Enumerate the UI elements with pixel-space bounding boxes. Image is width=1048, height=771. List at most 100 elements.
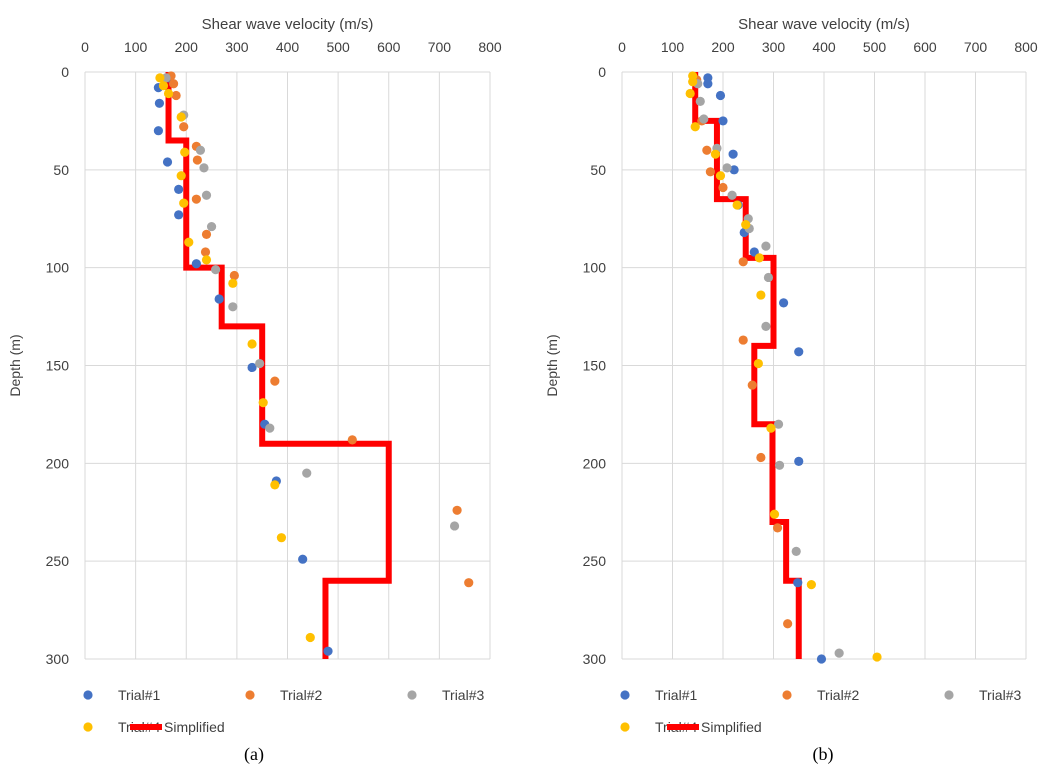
data-point — [816, 654, 827, 664]
data-point — [741, 220, 751, 230]
legend-label: Trial#3 — [979, 687, 1021, 703]
data-point — [763, 272, 774, 283]
data-point — [728, 149, 738, 159]
panel-caption: (a) — [244, 744, 264, 765]
legend-item: Trial#1 — [620, 687, 697, 703]
data-point — [155, 73, 165, 83]
data-point — [766, 423, 776, 433]
data-point — [756, 290, 766, 300]
legend-item: Simplified — [130, 719, 225, 735]
data-point — [761, 241, 771, 251]
data-point — [201, 190, 212, 200]
data-point — [323, 646, 333, 656]
legend-item: Trial#3 — [407, 687, 484, 703]
x-tick-label: 100 — [124, 39, 148, 55]
data-point — [722, 163, 732, 173]
data-point — [179, 122, 189, 132]
data-point — [834, 648, 844, 658]
data-point — [211, 265, 221, 275]
y-tick-label: 250 — [583, 553, 607, 569]
data-point — [158, 81, 169, 91]
x-tick-label: 200 — [711, 39, 735, 55]
gridlines — [621, 71, 1027, 660]
legend-marker — [782, 690, 792, 700]
data-point — [199, 163, 209, 173]
series-trial-4 — [155, 73, 315, 643]
data-point — [794, 347, 804, 357]
y-tick-label: 300 — [46, 651, 70, 667]
data-point — [705, 167, 715, 177]
series-trial-1 — [703, 73, 827, 664]
data-point — [688, 77, 698, 87]
data-point — [229, 270, 239, 281]
data-point — [270, 376, 280, 386]
data-point — [685, 88, 695, 99]
data-point — [729, 165, 739, 175]
legend-marker — [407, 690, 417, 700]
data-point — [703, 79, 713, 89]
data-point — [806, 580, 816, 590]
data-point — [761, 321, 771, 331]
data-point — [872, 652, 882, 662]
data-point — [200, 247, 211, 257]
panel-caption: (b) — [813, 744, 834, 765]
data-point — [191, 194, 201, 204]
gridlines — [84, 71, 491, 660]
x-axis-title: Shear wave velocity (m/s) — [738, 16, 910, 33]
x-tick-label: 300 — [762, 39, 786, 55]
legend-label: Simplified — [701, 719, 762, 735]
y-tick-label: 100 — [46, 260, 70, 276]
data-point — [773, 419, 784, 429]
data-point — [779, 298, 789, 308]
data-point — [163, 88, 174, 99]
data-point — [347, 435, 357, 445]
data-point — [206, 221, 217, 232]
legend-marker — [83, 690, 93, 700]
data-point — [756, 452, 766, 463]
data-point — [791, 546, 801, 556]
legend-label: Trial#3 — [442, 687, 484, 703]
legend-item: Trial#2 — [782, 687, 859, 703]
data-point — [192, 155, 202, 165]
legend-item: Trial#2 — [245, 687, 322, 703]
data-point — [793, 578, 803, 588]
data-point — [772, 523, 783, 533]
data-point — [162, 157, 173, 167]
data-point — [201, 255, 212, 265]
y-tick-label: 50 — [590, 162, 606, 178]
legend-marker — [245, 690, 255, 700]
data-point — [168, 79, 179, 89]
data-point — [690, 122, 700, 132]
legend-label: Trial#2 — [817, 687, 859, 703]
x-tick-label: 600 — [913, 39, 937, 55]
series-trial-4 — [685, 71, 882, 662]
data-point — [702, 145, 712, 155]
x-tick-label: 200 — [175, 39, 199, 55]
x-tick-label: 500 — [863, 39, 887, 55]
data-point — [695, 96, 705, 106]
legend-label: Trial#2 — [280, 687, 322, 703]
x-tick-label: 800 — [478, 39, 502, 55]
data-point — [255, 358, 265, 369]
series-trial-1 — [153, 73, 333, 656]
data-point — [305, 632, 315, 643]
x-tick-label: 600 — [377, 39, 401, 55]
data-point — [718, 182, 728, 193]
data-point — [718, 116, 728, 126]
series-trial-2 — [166, 71, 474, 588]
data-point — [179, 198, 189, 208]
x-tick-label: 0 — [618, 39, 626, 55]
data-point — [154, 98, 165, 108]
data-point — [715, 90, 726, 101]
data-point — [265, 423, 275, 433]
data-point — [753, 358, 763, 369]
data-point — [298, 554, 308, 564]
data-point — [302, 468, 312, 478]
legend-label: Trial#1 — [118, 687, 160, 703]
data-point — [738, 257, 748, 267]
data-point — [738, 335, 748, 345]
simplified-profile-line — [165, 72, 392, 659]
legend-label: Simplified — [164, 719, 225, 735]
data-point — [452, 505, 462, 515]
